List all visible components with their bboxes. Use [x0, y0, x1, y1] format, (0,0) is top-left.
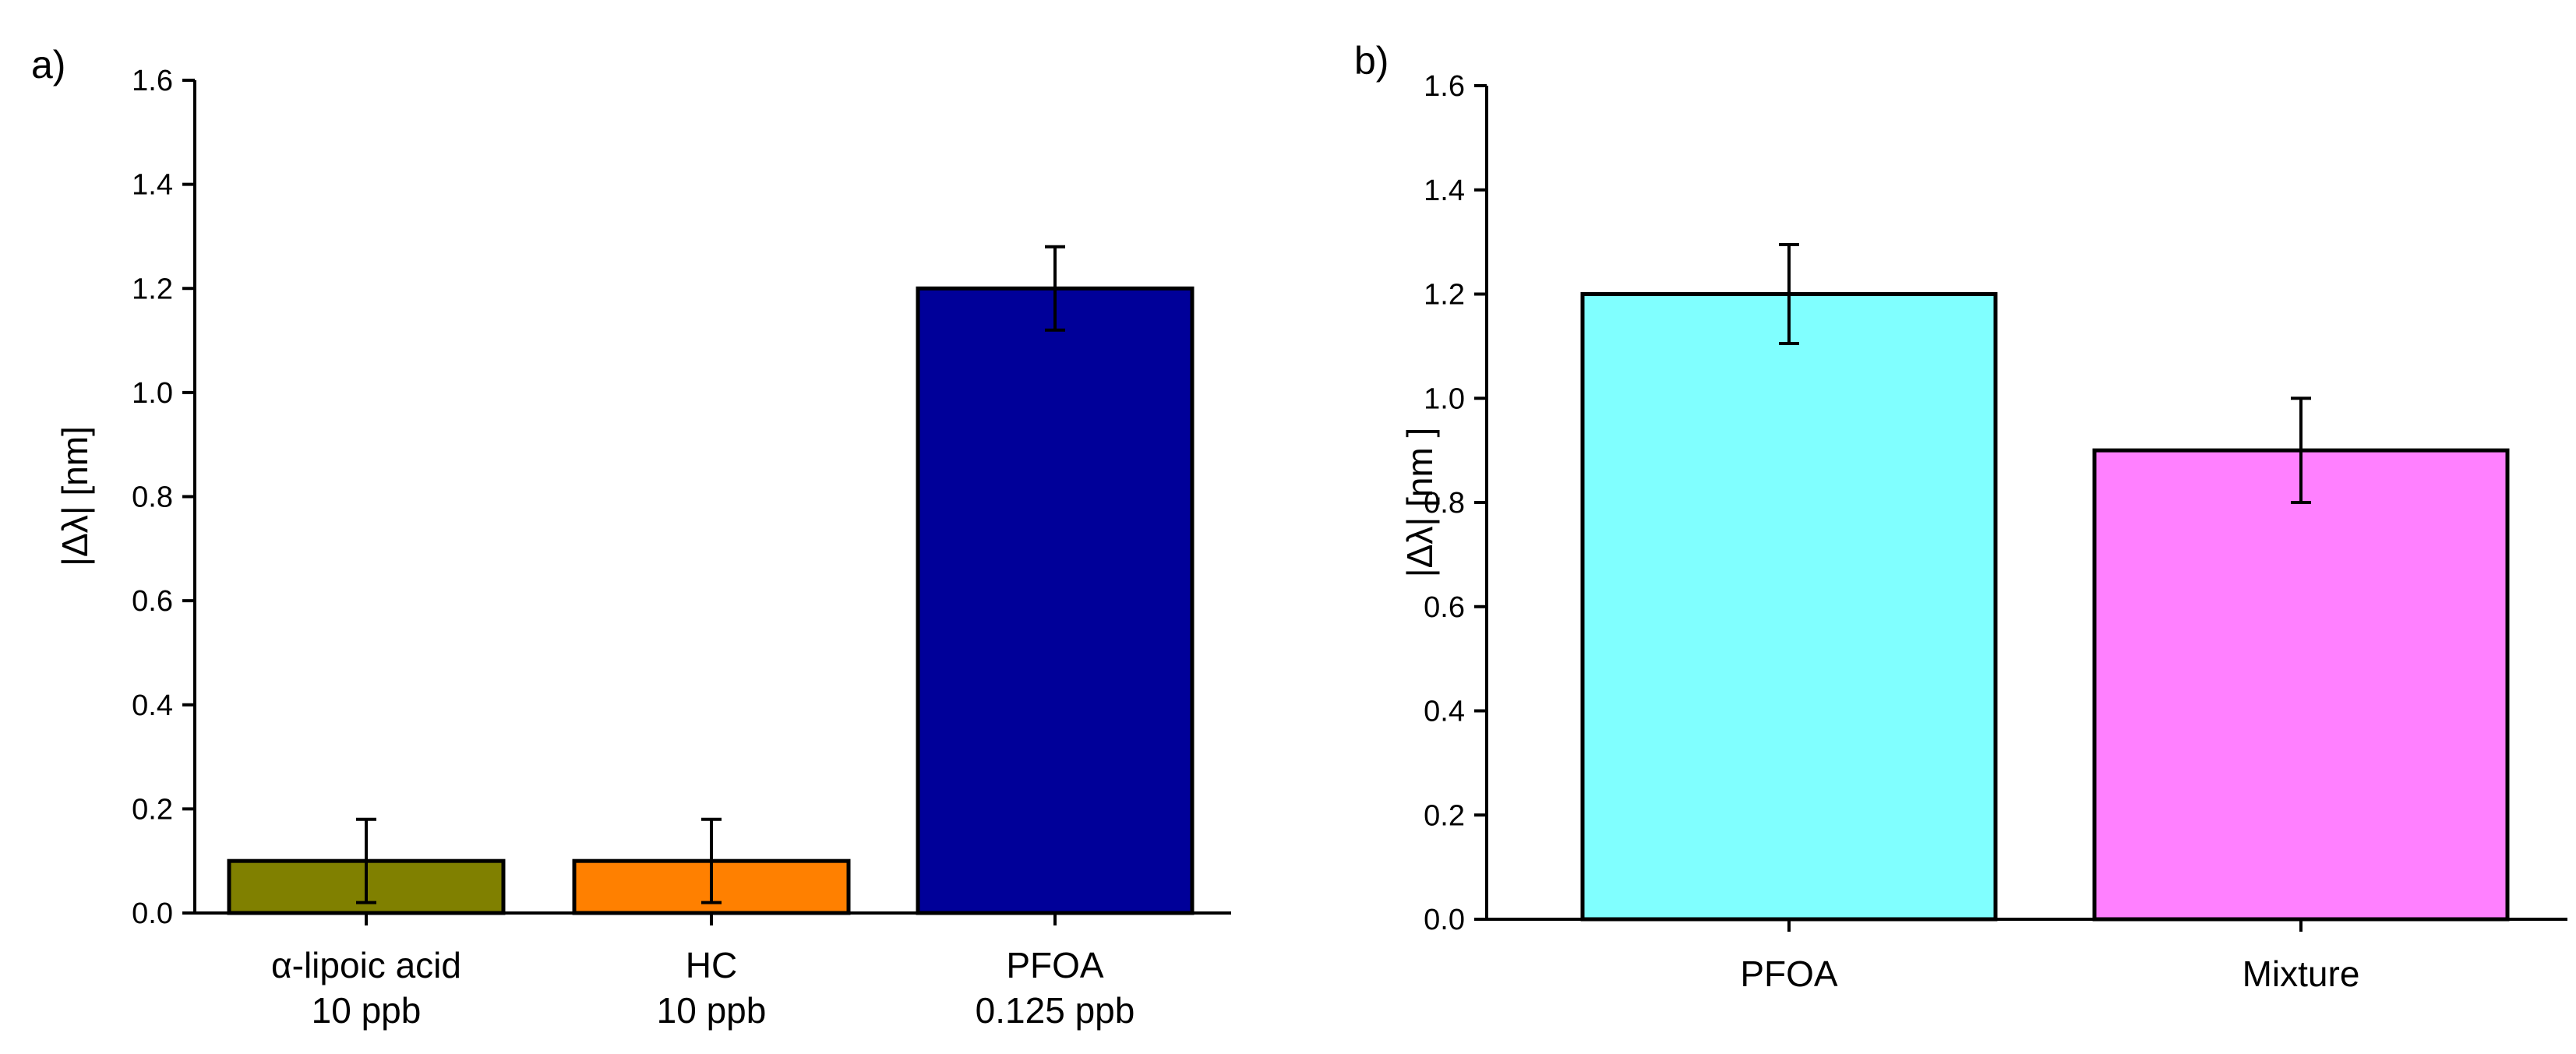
y-tick-label: 0.2	[1424, 799, 1465, 832]
y-tick-label: 1.6	[1424, 70, 1465, 103]
y-axis-label: |Δλ| [nm ]	[1399, 428, 1440, 578]
x-tick-label: PFOA	[1006, 945, 1104, 985]
panel-label: a)	[31, 43, 65, 86]
y-tick-label: 1.6	[132, 65, 173, 97]
chart-panel-1: b) |Δλ| [nm ] 0.0 0.2 0.4 0.6 0.8 1.0 1.2 1.4 1.6 P…	[1354, 39, 2567, 994]
x-tick-sublabel: 10 ppb	[657, 990, 767, 1031]
y-tick-label: 1.4	[1424, 174, 1465, 207]
x-tick-label: HC	[686, 945, 737, 985]
y-tick-label: 1.0	[1424, 382, 1465, 415]
y-axis-label: |Δλ| [nm]	[55, 426, 95, 566]
x-tick-label: α-lipoic acid	[271, 945, 461, 985]
y-tick-label: 0.0	[1424, 904, 1465, 936]
y-tick-label: 0.2	[132, 793, 173, 826]
y-tick-label: 0.0	[132, 897, 173, 930]
bar-0	[1580, 292, 1998, 922]
y-tick-label: 1.4	[132, 169, 173, 202]
y-tick-label: 1.2	[1424, 279, 1465, 312]
y-tick-label: 0.8	[1424, 487, 1465, 520]
y-tick-label: 0.4	[132, 689, 173, 722]
y-tick-label: 0.6	[1424, 591, 1465, 624]
x-tick-sublabel: 10 ppb	[312, 990, 422, 1031]
y-tick-label: 1.2	[132, 273, 173, 305]
x-tick-label: Mixture	[2243, 954, 2360, 994]
panel-label: b)	[1354, 39, 1389, 83]
y-tick-label: 0.4	[1424, 696, 1465, 728]
bar-2	[916, 286, 1194, 915]
bar-1	[2092, 448, 2510, 922]
x-tick-sublabel: 0.125 ppb	[976, 990, 1135, 1031]
y-tick-label: 0.8	[132, 481, 173, 514]
x-tick-label: PFOA	[1740, 954, 1838, 994]
y-tick-label: 1.0	[132, 377, 173, 410]
y-tick-label: 0.6	[132, 585, 173, 618]
chart-panel-0: a) |Δλ| [nm] 0.0 0.2 0.4 0.6 0.8 1.0 1.2 1.4 1.6 α-…	[31, 43, 1231, 1031]
